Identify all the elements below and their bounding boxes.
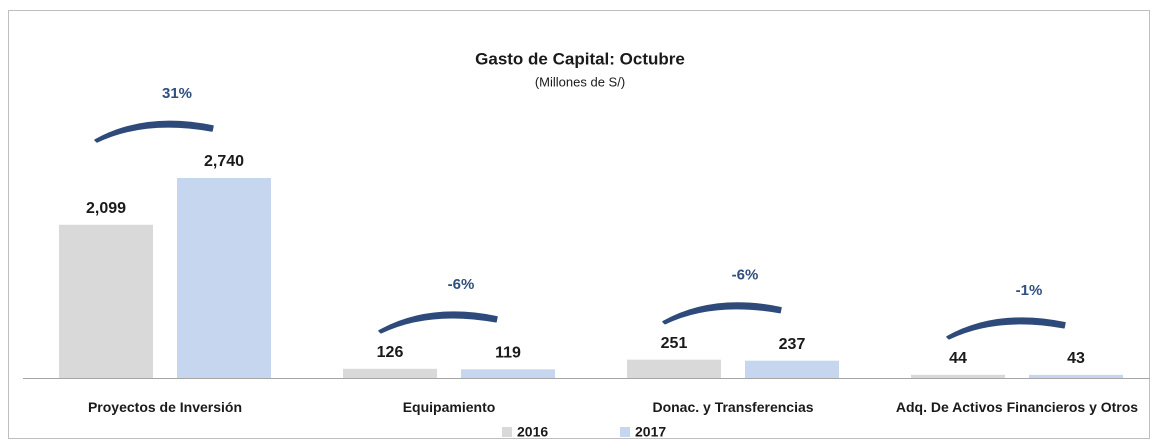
bar [745,360,839,378]
bar [343,368,437,378]
legend-swatch [502,427,512,437]
legend-label: 2016 [517,424,548,440]
value-label: 126 [377,344,404,361]
change-label: -6% [448,276,475,293]
value-label: 237 [779,336,806,353]
value-label: 44 [949,350,967,367]
change-label: -6% [732,267,759,284]
bar [59,224,153,378]
x-tick-label: Proyectos de Inversión [87,399,243,415]
bar [177,178,271,378]
x-tick-label: Donac. y Transferencias [652,399,814,415]
chart-subtitle: (Millones de S/) [535,74,625,89]
value-label: 251 [661,335,688,352]
x-tick-label: Equipamiento [402,399,496,415]
bar [627,359,721,378]
legend-label: 2017 [635,424,666,440]
change-arc [94,120,214,143]
value-label: 119 [495,345,521,362]
change-arc [662,302,782,325]
bar [1029,374,1123,378]
change-arc [378,311,498,334]
value-label: 2,099 [86,200,126,217]
chart-frame [8,10,1150,439]
bar [911,374,1005,378]
bar [461,369,555,378]
value-label: 43 [1067,350,1085,367]
change-label: -1% [1016,282,1043,299]
chart-title: Gasto de Capital: Octubre [475,49,685,68]
change-label: 31% [162,85,192,102]
value-label: 2,740 [204,153,244,170]
x-tick-label: Adq. De Activos Financieros y Otros [895,399,1139,415]
legend-swatch [620,427,630,437]
change-arc [946,317,1066,340]
